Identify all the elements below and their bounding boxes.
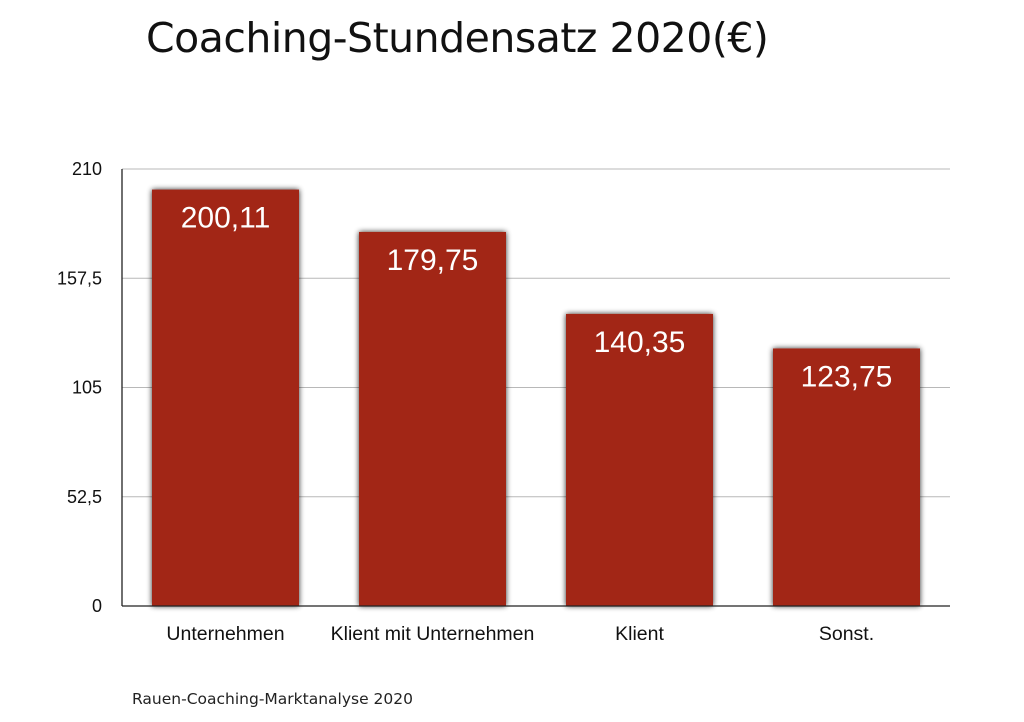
data-label: 140,35 <box>594 326 686 359</box>
data-label: 200,11 <box>181 202 271 235</box>
y-tick-label: 52,5 <box>67 487 102 507</box>
source-note: Rauen-Coaching-Marktanalyse 2020 <box>132 690 413 708</box>
labels: 0 52,5 105 157,5 210 200,11 Unternehmen 179,75 K… <box>57 159 892 645</box>
data-label: 123,75 <box>801 360 893 393</box>
chart-title: Coaching-Stundensatz 2020(€) <box>146 14 769 62</box>
data-label: 179,75 <box>387 244 479 277</box>
axes <box>121 169 950 607</box>
x-tick-label: Unternehmen <box>166 623 284 645</box>
y-tick-label: 210 <box>72 159 102 179</box>
bar <box>773 348 920 606</box>
bar <box>566 313 713 606</box>
x-tick-label: Klient <box>615 623 664 645</box>
x-tick-label: Sonst. <box>819 623 874 645</box>
x-tick-label: Klient mit Unternehmen <box>331 623 535 645</box>
bar <box>359 231 506 607</box>
bars <box>152 189 920 607</box>
y-tick-label: 0 <box>92 596 102 616</box>
y-tick-label: 105 <box>72 378 102 398</box>
y-tick-label: 157,5 <box>57 268 102 288</box>
bar <box>152 189 299 606</box>
